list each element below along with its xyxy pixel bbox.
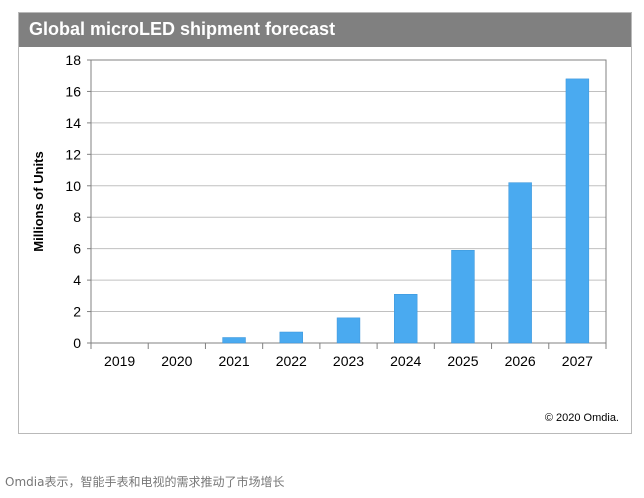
x-tick-label: 2025 (447, 353, 478, 369)
x-tick-label: 2023 (333, 353, 364, 369)
image-caption: Omdia表示，智能手表和电视的需求推动了市场增长 (5, 475, 285, 489)
y-tick-label: 8 (73, 209, 81, 225)
chart-title: Global microLED shipment forecast (29, 19, 336, 39)
y-tick-label: 16 (65, 83, 81, 99)
bar (451, 249, 475, 344)
x-tick-label: 2019 (104, 353, 135, 369)
y-axis-label: Millions of Units (31, 151, 46, 251)
bar (279, 331, 303, 344)
bar (336, 317, 361, 344)
chart-panel: Global microLED shipment forecast 0 2 4 6 8 1… (18, 12, 632, 434)
x-tick-label: 2026 (505, 353, 536, 369)
y-tick-label: 2 (73, 304, 81, 320)
y-tick-label: 10 (65, 178, 81, 194)
y-tick-label: 4 (73, 272, 81, 288)
copyright-text: © 2020 Omdia. (545, 412, 619, 424)
y-tick-label: 6 (73, 241, 81, 257)
x-tick-label: 2021 (218, 353, 249, 369)
y-tick-label: 18 (65, 52, 81, 68)
bar-chart: 0 2 4 6 8 10 12 14 16 18 2019 2020 2021 2022 2023 2024 2… (31, 52, 619, 424)
x-tick-label: 2027 (562, 353, 593, 369)
chart-title-bar: Global microLED shipment forecast (19, 13, 631, 47)
x-tick-label: 2022 (276, 353, 307, 369)
x-tick-label: 2024 (390, 353, 421, 369)
x-tick-label: 2020 (161, 353, 192, 369)
bar (222, 337, 246, 344)
y-tick-label: 0 (73, 335, 81, 351)
y-tick-label: 12 (65, 146, 81, 162)
bar (565, 78, 590, 344)
bar (394, 294, 418, 344)
bar (508, 182, 532, 344)
y-tick-label: 14 (65, 115, 81, 131)
